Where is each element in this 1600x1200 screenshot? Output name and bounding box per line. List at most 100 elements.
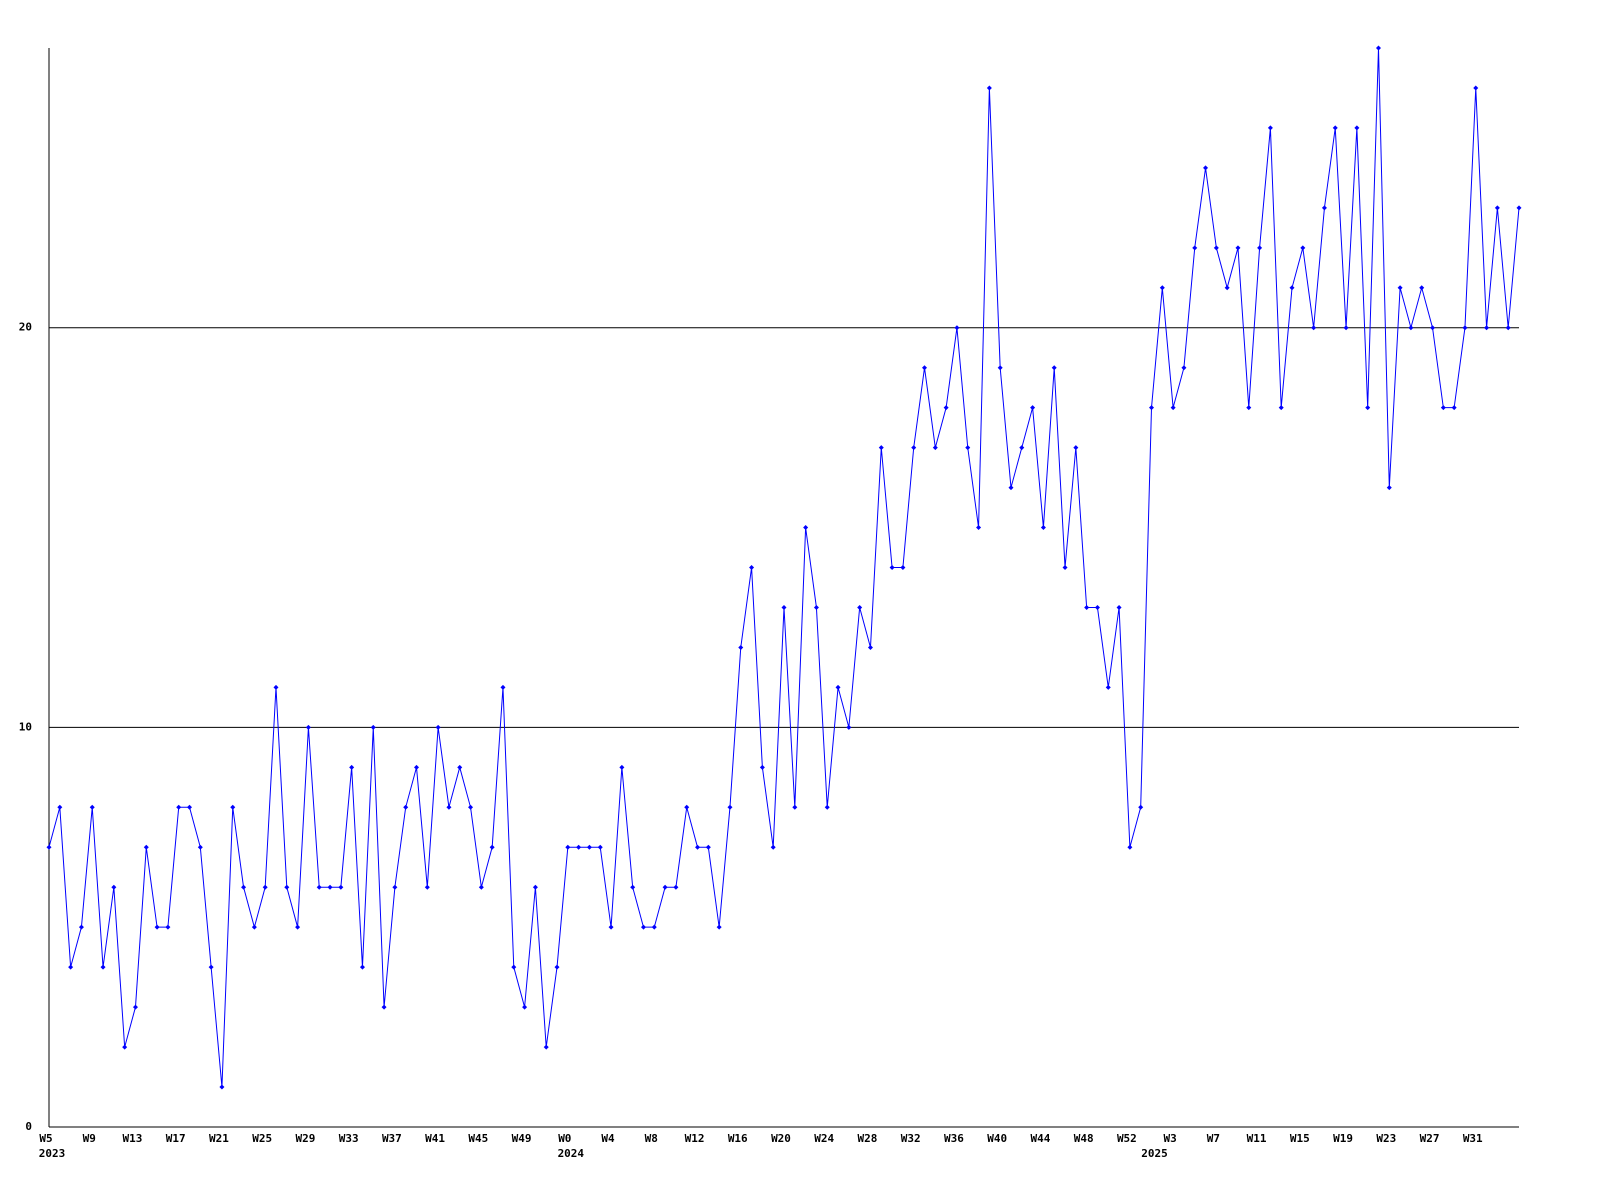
- data-point: [295, 924, 301, 930]
- data-point: [273, 684, 279, 690]
- data-point: [1030, 405, 1036, 411]
- x-tick-label: W5: [39, 1132, 52, 1145]
- data-point: [889, 565, 895, 571]
- data-point: [1170, 405, 1176, 411]
- data-point: [716, 924, 722, 930]
- data-point: [813, 604, 819, 610]
- data-point: [781, 604, 787, 610]
- data-point: [1375, 45, 1381, 51]
- data-point: [284, 884, 290, 890]
- x-tick-label: W25: [252, 1132, 272, 1145]
- data-point: [457, 764, 463, 770]
- x-tick-label: W37: [382, 1132, 402, 1145]
- data-point: [327, 884, 333, 890]
- x-tick-label: W32: [901, 1132, 921, 1145]
- x-tick-label: W21: [209, 1132, 229, 1145]
- x-tick-label: W17: [166, 1132, 186, 1145]
- x-tick-label: W29: [295, 1132, 315, 1145]
- data-point: [997, 365, 1003, 371]
- data-point: [932, 445, 938, 451]
- data-point: [770, 844, 776, 850]
- x-group-label: 2023: [39, 1147, 66, 1160]
- data-point: [943, 405, 949, 411]
- data-point: [803, 525, 809, 531]
- data-point: [684, 804, 690, 810]
- data-point: [338, 884, 344, 890]
- x-tick-label: W19: [1333, 1132, 1353, 1145]
- data-point: [738, 644, 744, 650]
- data-point: [727, 804, 733, 810]
- data-point: [1473, 85, 1479, 91]
- x-tick-label: W11: [1247, 1132, 1267, 1145]
- data-point: [576, 844, 582, 850]
- data-point: [705, 844, 711, 850]
- x-tick-label: W41: [425, 1132, 445, 1145]
- x-tick-label: W24: [814, 1132, 834, 1145]
- data-point: [165, 924, 171, 930]
- data-point: [857, 604, 863, 610]
- data-point: [1321, 205, 1327, 211]
- data-point: [403, 804, 409, 810]
- data-point: [1462, 325, 1468, 331]
- data-point: [1300, 245, 1306, 251]
- data-point: [1430, 325, 1436, 331]
- data-point: [1365, 405, 1371, 411]
- data-point: [1073, 445, 1079, 451]
- x-tick-label: W45: [468, 1132, 488, 1145]
- x-group-label: 2024: [558, 1147, 585, 1160]
- data-point: [976, 525, 982, 531]
- x-tick-label: W15: [1290, 1132, 1310, 1145]
- y-tick-label: 20: [19, 321, 32, 334]
- data-point: [824, 804, 830, 810]
- data-point: [1127, 844, 1133, 850]
- data-point: [986, 85, 992, 91]
- data-line: [48, 47, 1520, 1088]
- data-point: [1451, 405, 1457, 411]
- x-tick-label: W3: [1163, 1132, 1176, 1145]
- data-point: [68, 964, 74, 970]
- x-tick-label: W13: [123, 1132, 143, 1145]
- data-point: [1062, 565, 1068, 571]
- data-point: [1354, 125, 1360, 131]
- y-tick-label: 10: [19, 720, 32, 733]
- x-tick-label: W40: [987, 1132, 1007, 1145]
- data-point: [1494, 205, 1500, 211]
- data-point: [208, 964, 214, 970]
- data-point: [878, 445, 884, 451]
- data-point: [414, 764, 419, 770]
- data-point: [316, 884, 322, 890]
- data-point: [1267, 125, 1273, 131]
- data-point: [792, 804, 798, 810]
- data-point: [640, 924, 646, 930]
- x-tick-label: W8: [645, 1132, 658, 1145]
- data-point: [695, 844, 701, 850]
- data-point: [1040, 525, 1046, 531]
- x-tick-label: W48: [1074, 1132, 1094, 1145]
- data-point: [522, 1004, 528, 1010]
- x-tick-label: W23: [1376, 1132, 1396, 1145]
- data-point: [78, 924, 84, 930]
- data-point: [154, 924, 160, 930]
- data-point: [1386, 485, 1392, 491]
- data-point: [846, 724, 852, 730]
- x-tick-label: W4: [601, 1132, 615, 1145]
- data-point: [511, 964, 517, 970]
- data-point: [143, 844, 149, 850]
- x-tick-label: W33: [339, 1132, 359, 1145]
- x-tick-label: W16: [728, 1132, 748, 1145]
- data-point: [1213, 245, 1219, 251]
- data-point: [446, 804, 452, 810]
- data-point: [489, 844, 495, 850]
- data-point: [532, 884, 538, 890]
- data-point: [1008, 485, 1014, 491]
- x-group-label: 2025: [1141, 1147, 1168, 1160]
- data-point: [1246, 405, 1252, 411]
- data-point: [835, 684, 841, 690]
- data-point: [1203, 165, 1209, 171]
- data-point: [1094, 604, 1100, 610]
- data-point: [554, 964, 560, 970]
- x-tick-label: W36: [944, 1132, 964, 1145]
- data-point: [565, 844, 571, 850]
